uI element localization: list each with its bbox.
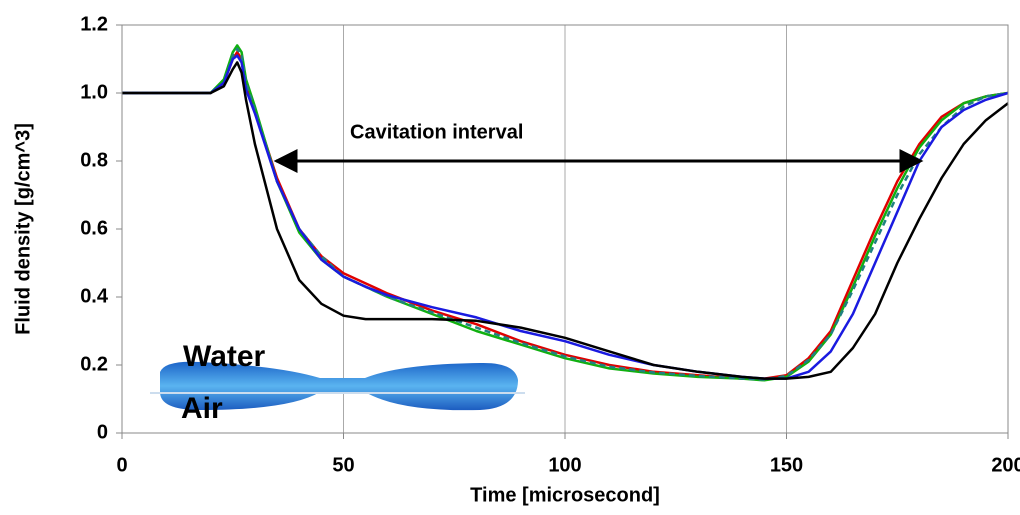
x-axis-label: Time [microsecond] xyxy=(470,484,660,506)
bubble-image xyxy=(160,361,518,411)
x-tick-label: 100 xyxy=(548,454,581,476)
inset: Water Air xyxy=(150,340,525,425)
x-tick-label: 0 xyxy=(116,454,127,476)
y-tick-label: 0.8 xyxy=(80,149,108,171)
series-line xyxy=(122,54,1009,380)
y-tick-label: 0.4 xyxy=(80,285,109,307)
y-axis-label: Fluid density [g/cm^3] xyxy=(12,123,34,335)
x-tick-label: 200 xyxy=(991,454,1020,476)
series-line xyxy=(122,61,1009,380)
y-tick-label: 0.6 xyxy=(80,217,108,239)
y-tick-label: 1.2 xyxy=(80,13,108,35)
y-tick-label: 1.0 xyxy=(80,81,108,103)
plot xyxy=(122,44,1009,382)
annotation: Cavitation interval xyxy=(350,121,523,143)
water-label: Water xyxy=(183,340,266,373)
x-tick-label: 150 xyxy=(770,454,803,476)
y-tick-label: 0 xyxy=(97,421,108,443)
plot-frame xyxy=(121,24,1009,434)
x-tick-label: 50 xyxy=(332,454,354,476)
air-label: Air xyxy=(181,392,223,425)
y-tick-label: 0.2 xyxy=(80,353,108,375)
